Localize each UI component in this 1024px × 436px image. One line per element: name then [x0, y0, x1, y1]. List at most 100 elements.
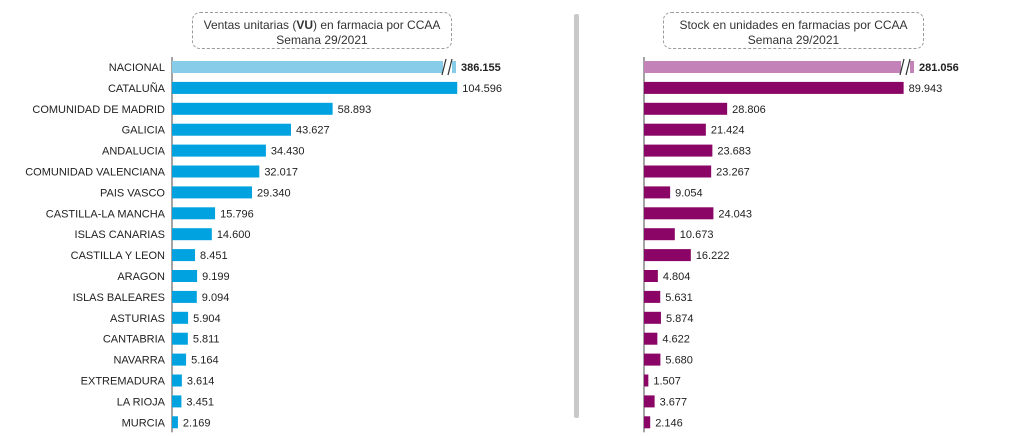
bar	[644, 186, 671, 199]
category-label: ISLAS CANARIAS	[75, 229, 165, 241]
data-label: 104.596	[462, 83, 502, 95]
bar	[644, 374, 649, 387]
bar	[644, 311, 661, 324]
data-label: 9.094	[202, 292, 230, 304]
category-label: CANTABRIA	[103, 334, 166, 346]
category-label: LA RIOJA	[117, 396, 166, 408]
data-label: 8.451	[200, 250, 228, 262]
category-label: PAIS VASCO	[100, 187, 165, 199]
bar	[644, 144, 713, 157]
bar	[172, 249, 196, 262]
data-label: 34.430	[271, 146, 305, 158]
chart-subtitle: Semana 29/2021	[276, 33, 368, 47]
data-label: 5.680	[665, 355, 693, 367]
data-label: 32.017	[264, 167, 298, 179]
axis-break-mark	[905, 58, 911, 76]
bar	[644, 416, 651, 429]
bar	[644, 61, 914, 73]
bar	[644, 290, 661, 303]
bar	[172, 395, 182, 408]
bar	[644, 102, 728, 115]
axis-break-mark	[441, 58, 447, 76]
bar	[172, 311, 189, 324]
data-label: 5.631	[665, 292, 693, 304]
bar	[644, 332, 658, 345]
panel-divider	[574, 14, 579, 418]
bar	[644, 395, 655, 408]
data-label: 5.164	[191, 355, 219, 367]
data-label: 16.222	[696, 250, 730, 262]
data-label: 386.155	[461, 62, 501, 74]
bar	[644, 123, 706, 136]
category-label: COMUNIDAD DE MADRID	[32, 104, 165, 116]
bar	[644, 207, 714, 220]
category-label: GALICIA	[122, 125, 166, 137]
data-label: 23.267	[716, 167, 750, 179]
bar	[172, 270, 198, 282]
chart-title-box-ventas: Ventas unitarias (VU) en farmacia por CC…	[192, 12, 452, 49]
bar	[172, 228, 212, 241]
data-label: 4.804	[663, 271, 691, 283]
axis-break-gap	[443, 59, 452, 75]
data-label: 3.451	[186, 396, 214, 408]
data-label: 29.340	[257, 187, 291, 199]
bar	[172, 186, 253, 199]
data-label: 15.796	[220, 208, 254, 220]
data-label: 89.943	[909, 83, 943, 95]
bar	[172, 332, 188, 345]
category-label: NACIONAL	[109, 62, 165, 74]
data-label: 5.904	[193, 313, 221, 325]
data-label: 28.806	[732, 104, 766, 116]
bar	[172, 290, 197, 303]
bar	[644, 353, 661, 366]
data-label: 2.146	[655, 417, 683, 429]
data-label: 1.507	[653, 376, 681, 388]
bar	[172, 102, 333, 115]
data-label: 43.627	[296, 125, 330, 137]
data-label: 23.683	[717, 146, 751, 158]
bar	[172, 353, 187, 366]
category-label: NAVARRA	[113, 355, 165, 367]
axis-break-mark	[899, 58, 905, 76]
bar	[172, 61, 456, 73]
bar	[644, 165, 712, 178]
category-label: ARAGON	[117, 271, 165, 283]
axis-break-mark	[447, 58, 453, 76]
data-label: 4.622	[662, 334, 690, 346]
category-label: MURCIA	[122, 417, 166, 429]
data-label: 9.054	[675, 187, 703, 199]
bar	[172, 144, 266, 157]
data-label: 3.677	[660, 396, 688, 408]
category-label: ANDALUCIA	[102, 146, 166, 158]
category-label: COMUNIDAD VALENCIANA	[25, 167, 165, 179]
category-label: ASTURIAS	[110, 313, 165, 325]
data-label: 9.199	[202, 271, 230, 283]
bar	[172, 374, 182, 387]
data-label: 10.673	[680, 229, 714, 241]
bar	[644, 81, 904, 94]
bar	[644, 270, 658, 282]
data-label: 21.424	[711, 125, 745, 137]
chart-title: Ventas unitarias (VU) en farmacia por CC…	[203, 18, 441, 32]
category-label: CASTILLA Y LEON	[71, 250, 165, 262]
data-label: 5.811	[193, 334, 220, 346]
data-label: 14.600	[217, 229, 251, 241]
data-label: 5.874	[666, 313, 694, 325]
category-label: EXTREMADURA	[81, 376, 166, 388]
bar	[644, 249, 691, 262]
bar	[172, 416, 178, 429]
category-label: ISLAS BALEARES	[73, 292, 165, 304]
axis-break-gap	[901, 59, 910, 75]
chart-title-box-stock: Stock en unidades en farmacias por CCAA …	[663, 12, 924, 49]
bar	[172, 123, 291, 136]
chart-title: Stock en unidades en farmacias por CCAA	[679, 18, 908, 32]
chart-subtitle: Semana 29/2021	[747, 33, 840, 47]
bar	[172, 165, 260, 178]
bar	[644, 228, 675, 241]
category-label: CATALUÑA	[108, 82, 166, 95]
data-label: 281.056	[919, 62, 959, 74]
data-label: 2.169	[183, 417, 211, 429]
category-label: CASTILLA-LA MANCHA	[46, 208, 166, 220]
